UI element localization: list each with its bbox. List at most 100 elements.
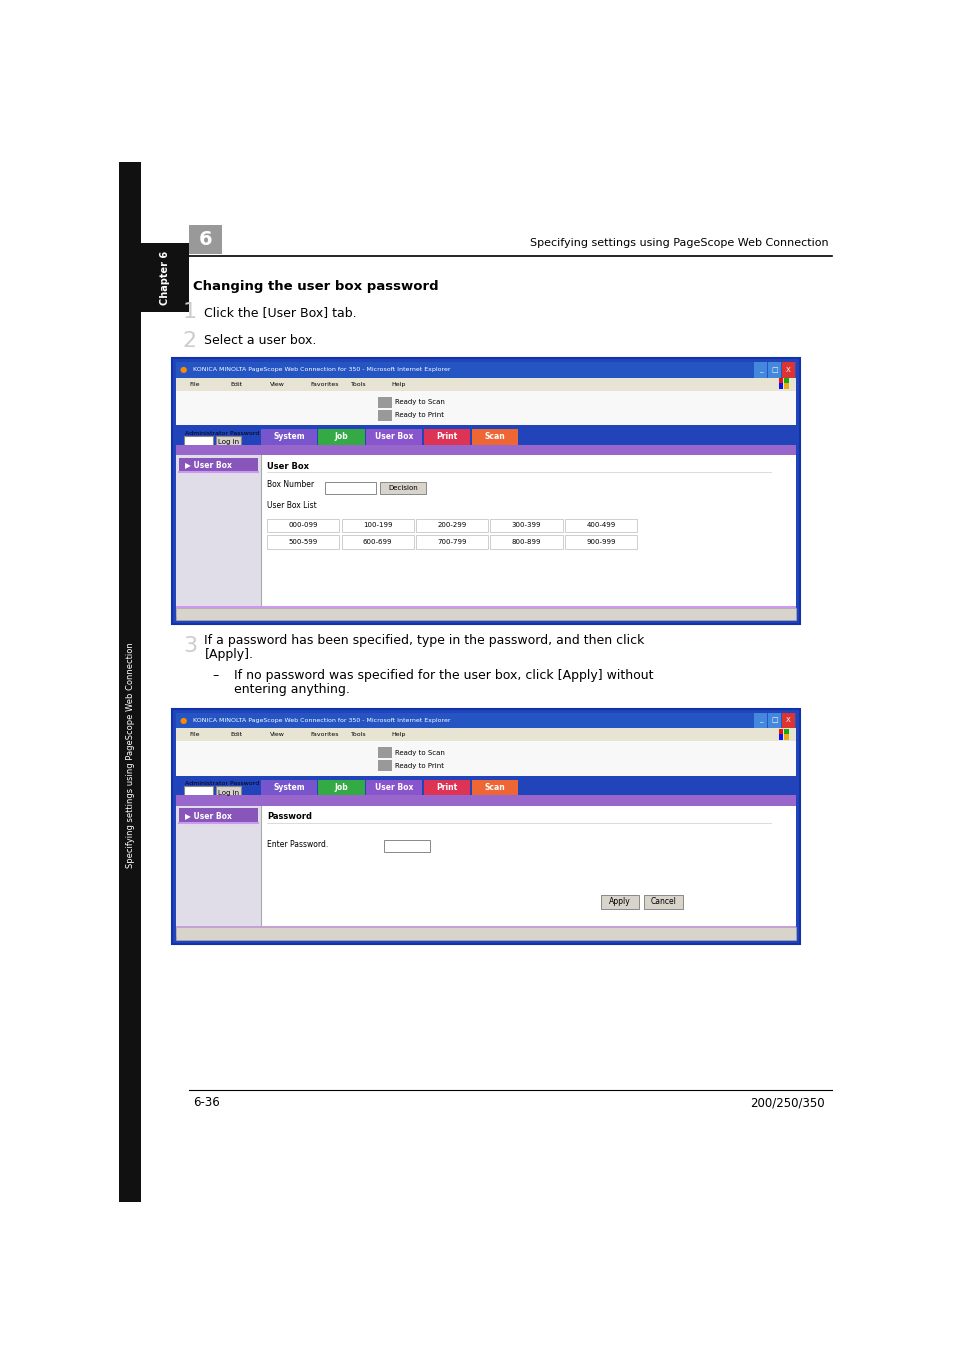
Bar — [119, 162, 141, 1202]
Bar — [325, 482, 375, 494]
Text: Print: Print — [436, 783, 457, 791]
Text: Box Number: Box Number — [267, 481, 314, 489]
Bar — [175, 927, 795, 940]
Bar — [767, 362, 781, 378]
Bar — [318, 779, 365, 795]
Text: Administrator Password :: Administrator Password : — [185, 780, 263, 786]
Bar — [490, 518, 562, 532]
Bar — [564, 518, 637, 532]
Text: entering anything.: entering anything. — [233, 683, 350, 697]
Text: KONICA MINOLTA PageScope Web Connection for 350 - Microsoft Internet Explorer: KONICA MINOLTA PageScope Web Connection … — [193, 367, 450, 373]
Bar — [175, 806, 261, 926]
Bar — [472, 429, 517, 444]
Bar — [423, 429, 470, 444]
Bar — [261, 429, 316, 444]
Bar — [175, 806, 795, 926]
Text: 300-399: 300-399 — [511, 522, 540, 528]
Text: Ready to Scan: Ready to Scan — [395, 400, 444, 405]
Text: –: – — [212, 670, 218, 682]
Text: 6: 6 — [198, 231, 212, 250]
Text: User Box: User Box — [375, 432, 414, 441]
Bar — [341, 536, 414, 549]
Text: Scan: Scan — [484, 432, 505, 441]
Text: X: X — [785, 717, 790, 724]
Text: Favorites: Favorites — [311, 732, 339, 737]
Bar — [599, 895, 639, 909]
Text: Enter Password.: Enter Password. — [267, 840, 328, 849]
Bar — [179, 809, 257, 822]
Text: View: View — [270, 732, 285, 737]
Text: ▶ User Box: ▶ User Box — [185, 811, 232, 819]
Bar — [175, 455, 261, 606]
Text: System: System — [273, 783, 304, 791]
Text: Changing the user box password: Changing the user box password — [193, 281, 438, 293]
Bar — [377, 760, 392, 771]
Bar — [767, 713, 781, 728]
Text: Edit: Edit — [230, 382, 242, 386]
Text: Chapter 6: Chapter 6 — [160, 251, 170, 305]
Text: Tools: Tools — [351, 382, 366, 386]
Bar — [783, 729, 788, 734]
Bar — [175, 795, 795, 806]
Bar — [341, 518, 414, 532]
Text: User Box: User Box — [267, 462, 309, 471]
Text: Help: Help — [391, 382, 405, 386]
Bar — [377, 410, 392, 421]
Text: Decision: Decision — [388, 485, 417, 490]
Text: 400-499: 400-499 — [586, 522, 615, 528]
Bar — [778, 383, 782, 389]
Bar — [753, 362, 766, 378]
Text: 1: 1 — [183, 302, 196, 323]
Text: 200-299: 200-299 — [437, 522, 466, 528]
Text: View: View — [270, 382, 285, 386]
Text: □: □ — [770, 367, 777, 373]
Text: Cancel: Cancel — [650, 898, 676, 906]
Text: ▶ User Box: ▶ User Box — [185, 460, 232, 470]
Bar — [564, 536, 637, 549]
Text: User Box List: User Box List — [267, 501, 316, 510]
Text: Specifying settings using PageScope Web Connection: Specifying settings using PageScope Web … — [529, 238, 827, 248]
Bar — [175, 378, 795, 390]
Bar — [175, 608, 795, 620]
Bar — [175, 362, 795, 378]
Bar — [261, 806, 795, 926]
Text: 2: 2 — [183, 331, 196, 351]
Bar — [377, 747, 392, 757]
Text: 800-899: 800-899 — [511, 540, 540, 545]
Text: Log in: Log in — [217, 790, 239, 795]
Bar — [783, 383, 788, 389]
Bar — [490, 536, 562, 549]
Bar — [175, 390, 795, 425]
Bar — [183, 436, 213, 448]
Text: [Apply].: [Apply]. — [204, 648, 253, 662]
Bar — [379, 482, 426, 494]
Bar — [175, 713, 795, 728]
Text: 700-799: 700-799 — [436, 540, 466, 545]
Text: File: File — [190, 382, 200, 386]
Bar — [172, 709, 799, 944]
Text: 000-099: 000-099 — [288, 522, 317, 528]
Bar — [416, 536, 488, 549]
Text: Favorites: Favorites — [311, 382, 339, 386]
Bar — [781, 713, 794, 728]
Bar — [175, 741, 795, 776]
Text: Scan: Scan — [484, 783, 505, 791]
Bar — [261, 455, 795, 606]
Bar — [261, 779, 316, 795]
Text: ●: ● — [180, 716, 187, 725]
Bar — [366, 429, 422, 444]
Text: Apply: Apply — [608, 898, 630, 906]
Bar — [472, 779, 517, 795]
Text: 6-36: 6-36 — [193, 1096, 219, 1110]
Bar — [267, 518, 339, 532]
Text: Password: Password — [267, 811, 312, 821]
Text: _: _ — [758, 717, 761, 724]
Text: Administrator Password :: Administrator Password : — [185, 431, 263, 436]
Bar — [778, 729, 782, 734]
Text: Ready to Scan: Ready to Scan — [395, 749, 444, 756]
Text: Specifying settings using PageScope Web Connection: Specifying settings using PageScope Web … — [126, 643, 134, 868]
Text: 500-599: 500-599 — [289, 540, 317, 545]
Text: Job: Job — [335, 432, 348, 441]
Bar — [753, 713, 766, 728]
Bar — [172, 358, 799, 624]
